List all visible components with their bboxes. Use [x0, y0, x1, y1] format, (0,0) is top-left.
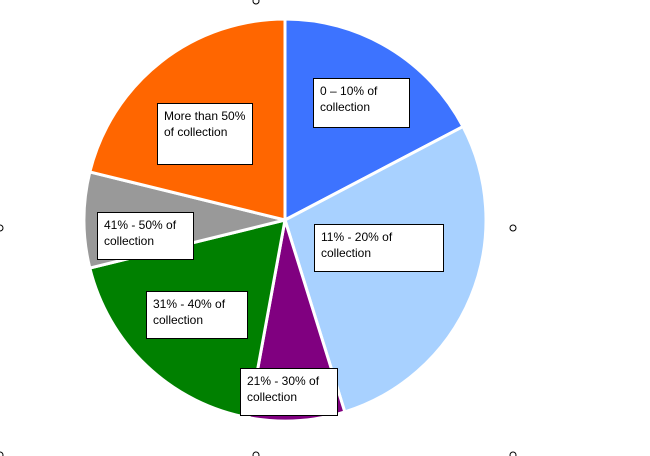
selection-handle-0[interactable]: [0, 224, 4, 232]
selection-handle-5[interactable]: [0, 451, 4, 456]
slice-label-1: 11% - 20% of collection: [314, 224, 444, 272]
slice-label-0: 0 – 10% of collection: [313, 78, 410, 128]
slice-label-5: More than 50% of collection: [157, 103, 253, 165]
selection-handle-4[interactable]: [509, 451, 517, 456]
selection-handle-1[interactable]: [509, 224, 517, 232]
selection-handle-3[interactable]: [252, 451, 260, 456]
selection-handle-2[interactable]: [252, 0, 260, 5]
selection-handles: [0, 0, 517, 456]
slice-label-3: 31% - 40% of collection: [146, 291, 248, 339]
slice-label-4: 41% - 50% of collection: [97, 212, 194, 260]
slice-label-2: 21% - 30% of collection: [240, 368, 338, 416]
